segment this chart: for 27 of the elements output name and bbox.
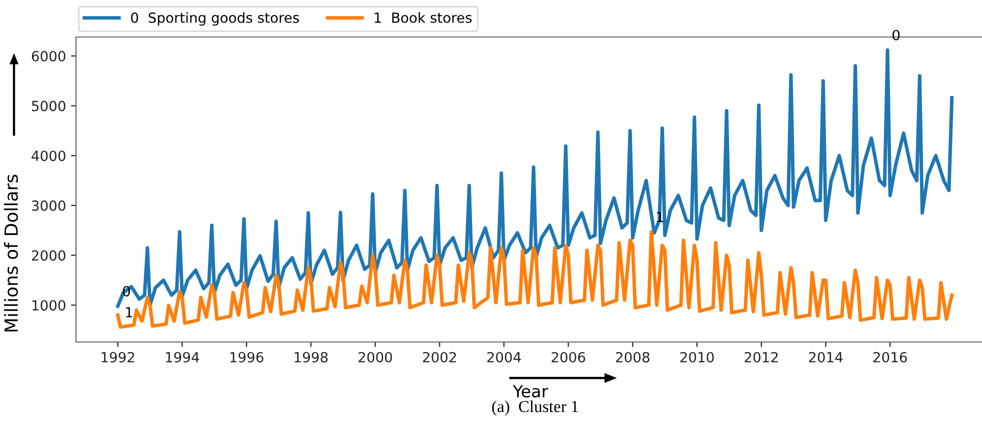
line-series [116, 230, 954, 329]
y-tick-label: 3000 [32, 200, 66, 211]
x-tick-label: 2012 [744, 352, 778, 362]
x-tick-label: 2010 [680, 352, 714, 362]
y-tick-label: 4000 [32, 150, 66, 162]
annotation: 1 [126, 307, 132, 318]
legend-label: 1 Book stores [374, 12, 472, 23]
y-axis-title: Millions of Dollars [4, 174, 18, 332]
legend-label: 0 Sporting goods stores [131, 12, 299, 26]
x-tick-label: 2002 [422, 352, 456, 362]
y-tick-label: 5000 [32, 100, 66, 112]
x-tick-label: 1996 [230, 352, 264, 362]
x-tick-label: 1998 [294, 352, 328, 362]
x-tick-label: 2008 [616, 352, 650, 362]
x-tick-label: 1994 [166, 352, 200, 362]
x-tick-label: 1992 [102, 352, 134, 362]
y-tick-label: 1000 [32, 300, 66, 311]
y-tick-label: 6000 [32, 50, 66, 62]
line-series [116, 48, 954, 308]
x-tick-label: 2014 [809, 352, 843, 362]
text: (a) Cluster 1 [492, 400, 578, 416]
x-tick-label: 2016 [873, 352, 907, 362]
x-tick-label: 2006 [552, 352, 586, 362]
y-tick-label: 2000 [32, 250, 66, 261]
x-tick-label: 2000 [358, 352, 392, 362]
x-tick-label: 2004 [487, 352, 521, 362]
x-axis-title: Year [512, 385, 548, 398]
